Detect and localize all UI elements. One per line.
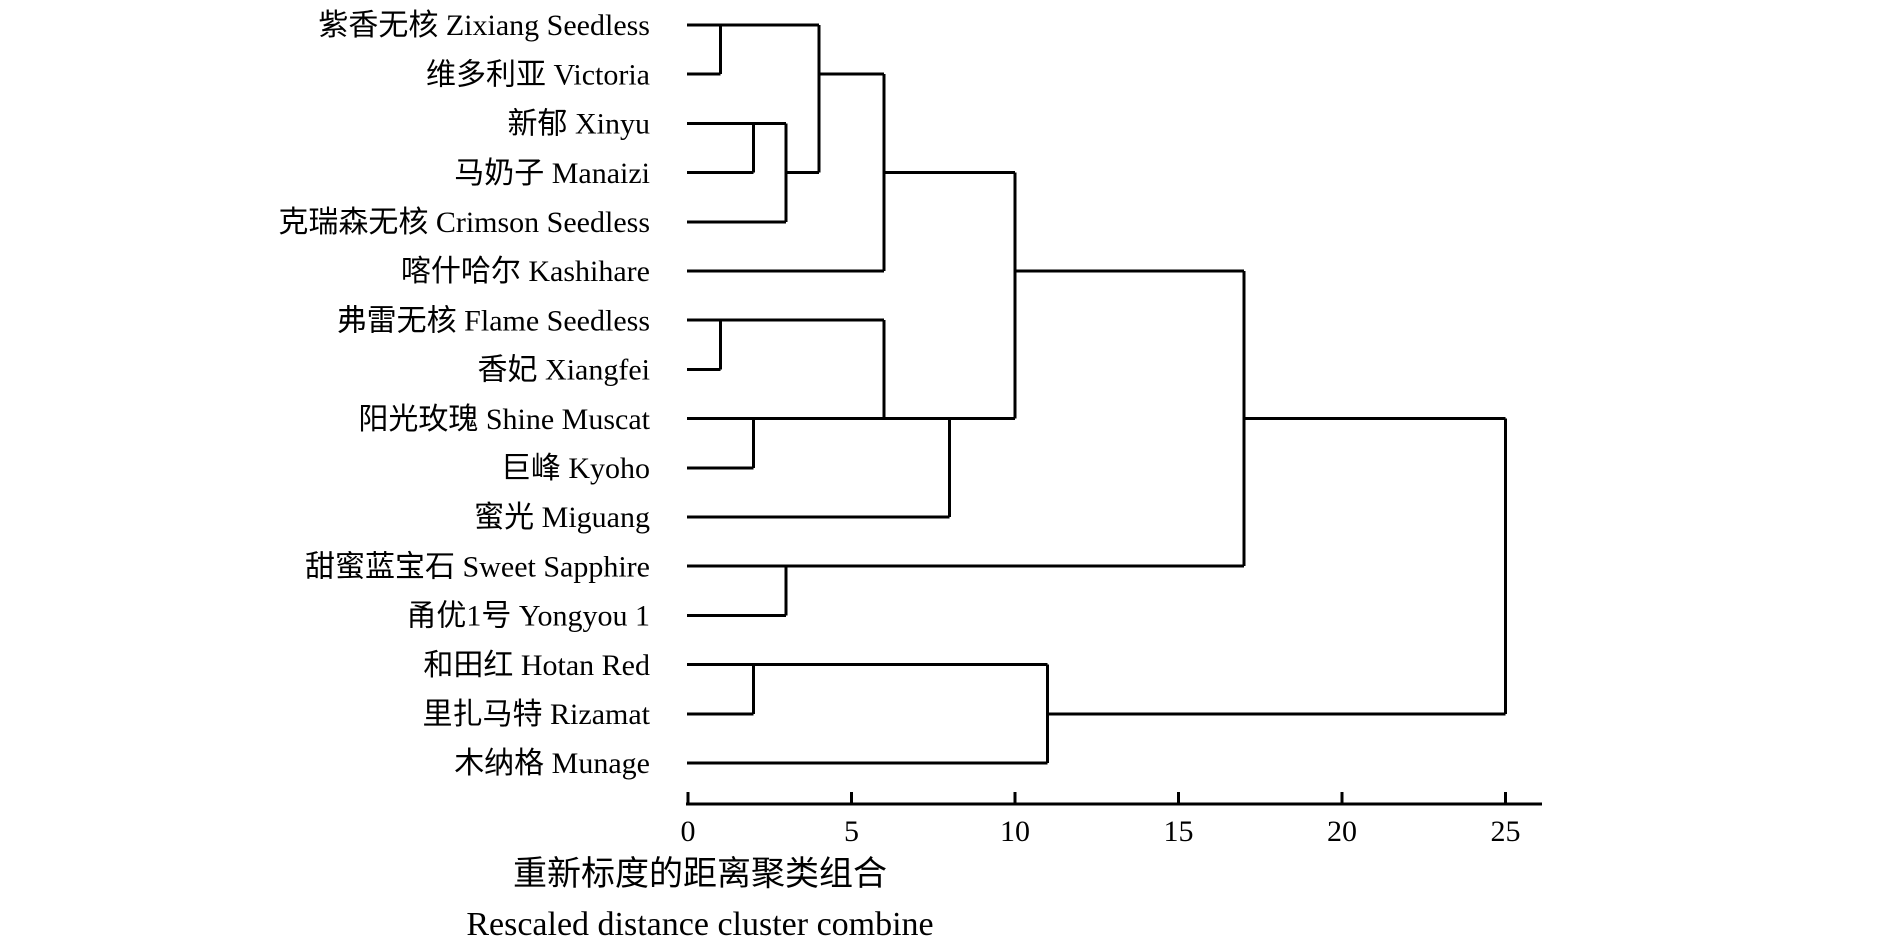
leaf-label: 新郁 Xinyu [508, 108, 651, 141]
x-axis-tick-label: 15 [1164, 815, 1194, 848]
x-axis-tick-label: 5 [844, 815, 859, 848]
x-axis-title-english-text: Rescaled distance cluster combine [466, 906, 934, 943]
leaf-label: 克瑞森无核 Crimson Seedless [278, 206, 650, 239]
leaf-label: 木纳格 Munage [454, 747, 650, 780]
leaf-label: 喀什哈尔 Kashihare [401, 255, 650, 288]
leaf-label: 香妃 Xiangfei [478, 354, 650, 387]
leaf-label: 弗雷无核 Flame Seedless [337, 304, 650, 337]
x-axis-tick-label: 10 [1000, 815, 1030, 848]
x-axis-tick-label: 20 [1327, 815, 1357, 848]
x-axis-tick-label: 25 [1491, 815, 1521, 848]
leaf-label: 紫香无核 Zixiang Seedless [318, 9, 650, 42]
x-axis-title-english: Rescaled distance cluster combine [0, 908, 1890, 942]
leaf-label: 蜜光 Miguang [474, 501, 650, 534]
leaf-label: 里扎马特 Rizamat [423, 698, 651, 731]
leaf-label: 甬优1号 Yongyou 1 [406, 600, 650, 633]
leaf-label: 和田红 Hotan Red [423, 649, 650, 682]
x-axis-tick-label: 0 [681, 815, 696, 848]
leaf-label: 阳光玫瑰 Shine Muscat [358, 403, 650, 436]
x-axis-title-chinese-text: 重新标度的距离聚类组合 [513, 856, 887, 893]
leaf-label: 马奶子 Manaizi [454, 157, 650, 190]
leaf-label: 巨峰 Kyoho [501, 452, 650, 485]
x-axis-title-chinese: 重新标度的距离聚类组合 [0, 858, 1890, 892]
leaf-label: 甜蜜蓝宝石 Sweet Sapphire [305, 550, 650, 583]
leaf-label: 维多利亚 Victoria [426, 58, 650, 91]
